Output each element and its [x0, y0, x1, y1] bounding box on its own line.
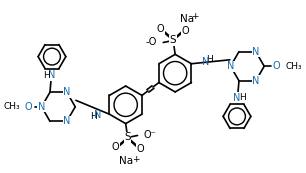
- Text: H: H: [43, 71, 49, 80]
- Text: N: N: [48, 70, 56, 80]
- Text: -O: -O: [146, 38, 157, 47]
- Text: S: S: [124, 133, 131, 142]
- Text: N: N: [202, 57, 210, 66]
- Text: Na: Na: [119, 156, 133, 166]
- Text: O⁻: O⁻: [144, 130, 156, 140]
- Text: H: H: [240, 93, 246, 102]
- Text: N: N: [252, 76, 259, 86]
- Text: N: N: [63, 87, 70, 97]
- Text: H: H: [90, 112, 97, 121]
- Text: N: N: [227, 61, 234, 71]
- Text: O: O: [112, 142, 120, 152]
- Text: +: +: [132, 155, 139, 164]
- Text: H: H: [207, 55, 213, 64]
- Text: CH₃: CH₃: [3, 102, 20, 111]
- Text: Na: Na: [180, 14, 194, 24]
- Text: O: O: [137, 144, 144, 154]
- Text: O: O: [25, 102, 32, 112]
- Text: N: N: [94, 110, 101, 120]
- Text: N: N: [63, 116, 70, 126]
- Text: N: N: [233, 93, 241, 103]
- Text: S: S: [170, 35, 177, 45]
- Text: O: O: [272, 61, 280, 71]
- Text: O: O: [181, 26, 189, 36]
- Text: N: N: [252, 47, 259, 57]
- Text: CH₃: CH₃: [286, 62, 303, 71]
- Text: N: N: [38, 102, 45, 112]
- Text: O: O: [156, 24, 164, 34]
- Text: +: +: [191, 12, 199, 21]
